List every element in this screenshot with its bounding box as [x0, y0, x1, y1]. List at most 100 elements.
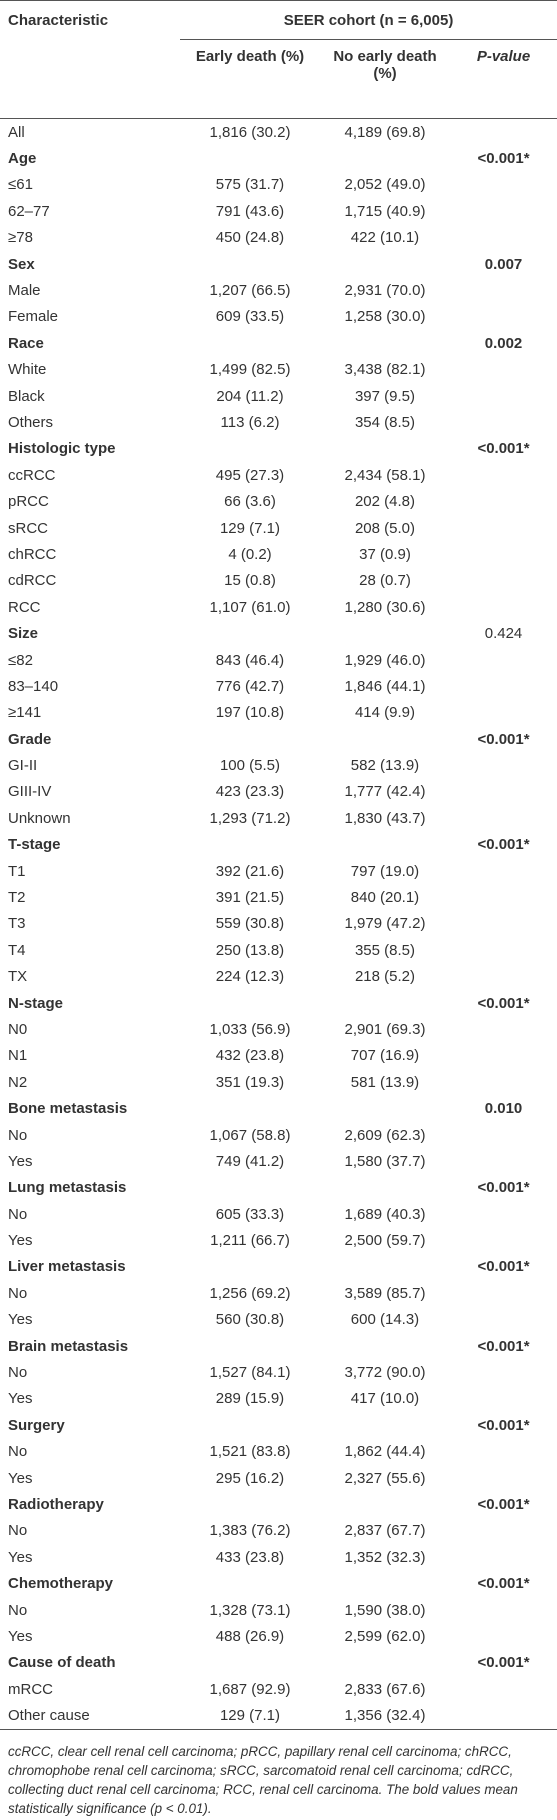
- row-label: Black: [8, 387, 45, 405]
- value-cell: 355 (8.5): [354, 941, 416, 959]
- table-row: Age <0.001*: [0, 145, 557, 171]
- value-cell: 66 (3.6): [224, 493, 276, 511]
- table-row: T4 250 (13.8) 355 (8.5): [0, 937, 557, 963]
- value-cell: 2,837 (67.7): [344, 1522, 426, 1540]
- value-cell: 1,580 (37.7): [344, 1152, 426, 1170]
- row-label: All: [8, 123, 25, 141]
- empty-cell: [450, 198, 557, 224]
- empty-cell: [180, 1095, 320, 1121]
- value-cell: 129 (7.1): [219, 519, 281, 537]
- empty-cell: [450, 647, 557, 673]
- row-label: No: [8, 1284, 28, 1302]
- table-row: T3 559 (30.8) 1,979 (47.2): [0, 911, 557, 937]
- p-value: 0.002: [484, 334, 523, 352]
- p-value: <0.001*: [477, 1416, 530, 1434]
- value-cell: 707 (16.9): [350, 1047, 420, 1065]
- row-label: T2: [8, 889, 26, 907]
- value-cell: 3,772 (90.0): [344, 1364, 426, 1382]
- table-row: Yes 749 (41.2) 1,580 (37.7): [0, 1148, 557, 1174]
- row-label: No: [8, 1126, 28, 1144]
- value-cell: 433 (23.8): [215, 1548, 285, 1566]
- value-cell: 15 (0.8): [224, 572, 276, 590]
- value-cell: 417 (10.0): [350, 1390, 420, 1408]
- row-label: N0: [8, 1020, 28, 1038]
- empty-cell: [450, 1518, 557, 1544]
- empty-cell: [450, 937, 557, 963]
- table-row: Yes 560 (30.8) 600 (14.3): [0, 1307, 557, 1333]
- empty-cell: [450, 357, 557, 383]
- row-label: T1: [8, 862, 26, 880]
- empty-cell: [320, 1650, 450, 1676]
- row-label: ≥141: [8, 704, 42, 722]
- empty-cell: [180, 1650, 320, 1676]
- row-label: No: [8, 1205, 28, 1223]
- empty-cell: [450, 304, 557, 330]
- value-cell: 423 (23.3): [215, 783, 285, 801]
- table-row: N0 1,033 (56.9) 2,901 (69.3): [0, 1016, 557, 1042]
- table-row: T-stage <0.001*: [0, 832, 557, 858]
- value-cell: 2,609 (62.3): [344, 1126, 426, 1144]
- group-label: Age: [8, 150, 37, 168]
- empty-cell: [450, 673, 557, 699]
- row-label: No: [8, 1443, 28, 1461]
- table-row: 62–77 791 (43.6) 1,715 (40.9): [0, 198, 557, 224]
- value-cell: 354 (8.5): [354, 413, 416, 431]
- row-label: Yes: [8, 1311, 33, 1329]
- row-label: GIII-IV: [8, 783, 52, 801]
- value-cell: 488 (26.9): [215, 1627, 285, 1645]
- table-row: Black 204 (11.2) 397 (9.5): [0, 383, 557, 409]
- row-label: No: [8, 1522, 28, 1540]
- value-cell: 749 (41.2): [215, 1152, 285, 1170]
- empty-cell: [450, 1544, 557, 1570]
- empty-cell: [320, 145, 450, 171]
- value-cell: 1,499 (82.5): [209, 361, 291, 379]
- table-row: Yes 295 (16.2) 2,327 (55.6): [0, 1465, 557, 1491]
- table-row: T2 391 (21.5) 840 (20.1): [0, 884, 557, 910]
- row-label: Female: [8, 308, 59, 326]
- row-label: mRCC: [8, 1680, 53, 1698]
- p-value: <0.001*: [477, 1337, 530, 1355]
- table-row: Yes 1,211 (66.7) 2,500 (59.7): [0, 1227, 557, 1253]
- empty-cell: [180, 145, 320, 171]
- table-row: N1 432 (23.8) 707 (16.9): [0, 1043, 557, 1069]
- value-cell: 581 (13.9): [350, 1073, 420, 1091]
- empty-cell: [180, 1254, 320, 1280]
- empty-cell: [450, 1439, 557, 1465]
- empty-cell: [450, 1702, 557, 1730]
- value-cell: 2,434 (58.1): [344, 466, 426, 484]
- empty-cell: [450, 277, 557, 303]
- value-cell: 575 (31.7): [215, 176, 285, 194]
- value-cell: 204 (11.2): [216, 387, 284, 405]
- empty-cell: [450, 568, 557, 594]
- value-cell: 1,715 (40.9): [344, 202, 426, 220]
- empty-cell: [320, 726, 450, 752]
- value-cell: 392 (21.6): [215, 862, 285, 880]
- row-label: No: [8, 1364, 28, 1382]
- value-cell: 4,189 (69.8): [344, 123, 426, 141]
- table-row: Brain metastasis <0.001*: [0, 1333, 557, 1359]
- empty-cell: [450, 858, 557, 884]
- value-cell: 1,862 (44.4): [344, 1443, 426, 1461]
- row-label: Yes: [8, 1627, 33, 1645]
- value-cell: 582 (13.9): [350, 757, 420, 775]
- row-label: Yes: [8, 1232, 33, 1250]
- group-label: Chemotherapy: [8, 1575, 114, 1593]
- empty-cell: [320, 1491, 450, 1517]
- table-row: mRCC 1,687 (92.9) 2,833 (67.6): [0, 1676, 557, 1702]
- empty-cell: [450, 700, 557, 726]
- header-characteristic: Characteristic: [0, 0, 180, 40]
- table-row: Grade <0.001*: [0, 726, 557, 752]
- empty-cell: [450, 1201, 557, 1227]
- table-row: ccRCC 495 (27.3) 2,434 (58.1): [0, 462, 557, 488]
- value-cell: 797 (19.0): [350, 862, 420, 880]
- value-cell: 1,979 (47.2): [344, 915, 426, 933]
- row-label: Unknown: [8, 809, 71, 827]
- value-cell: 1,356 (32.4): [320, 1702, 450, 1730]
- empty-cell: [180, 1175, 320, 1201]
- table-row: N2 351 (19.3) 581 (13.9): [0, 1069, 557, 1095]
- value-cell: 289 (15.9): [215, 1390, 285, 1408]
- value-cell: 791 (43.6): [215, 202, 285, 220]
- group-label: Grade: [8, 730, 52, 748]
- group-label: Histologic type: [8, 440, 116, 458]
- value-cell: 129 (7.1): [180, 1702, 320, 1730]
